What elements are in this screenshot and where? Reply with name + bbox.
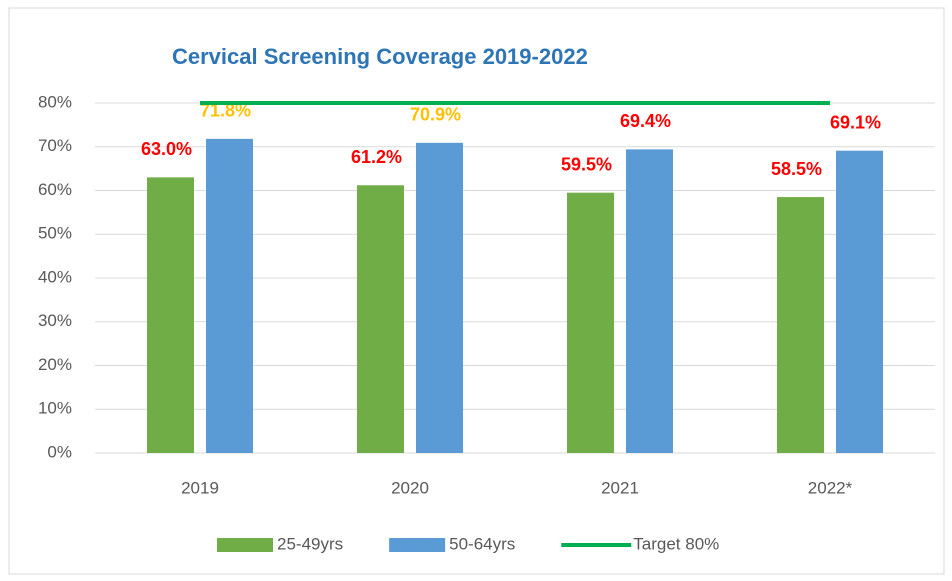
y-tick-label: 70% (38, 136, 72, 155)
y-tick-label: 50% (38, 224, 72, 243)
bar (416, 142, 463, 453)
data-label: 63.0% (141, 139, 192, 159)
bar (567, 192, 614, 453)
bar (836, 150, 883, 453)
y-tick-label: 80% (38, 92, 72, 111)
data-label: 70.9% (410, 105, 461, 125)
chart-title: Cervical Screening Coverage 2019-2022 (172, 44, 588, 69)
legend-swatch (217, 538, 273, 552)
bar (626, 149, 673, 453)
legend-swatch (389, 538, 446, 552)
legend-label: Target 80% (633, 534, 719, 553)
data-label: 69.4% (620, 111, 671, 131)
y-tick-label: 0% (47, 442, 72, 461)
x-tick-label: 2022* (808, 478, 853, 497)
y-tick-label: 20% (38, 355, 72, 374)
y-tick-label: 40% (38, 267, 72, 286)
x-tick-label: 2020 (391, 478, 429, 497)
bar (206, 138, 253, 453)
legend-label: 50-64yrs (449, 534, 515, 553)
x-tick-label: 2021 (601, 478, 639, 497)
bar (777, 197, 824, 453)
data-label: 69.1% (830, 112, 881, 132)
bar (357, 185, 404, 453)
bar (147, 177, 194, 453)
x-tick-label: 2019 (181, 478, 219, 497)
data-label: 61.2% (351, 147, 402, 167)
y-tick-label: 60% (38, 180, 72, 199)
y-tick-label: 30% (38, 311, 72, 330)
data-label: 59.5% (561, 154, 612, 174)
data-label: 58.5% (771, 159, 822, 179)
y-tick-label: 10% (38, 399, 72, 418)
legend-label: 25-49yrs (277, 534, 343, 553)
data-label: 71.8% (200, 101, 251, 121)
